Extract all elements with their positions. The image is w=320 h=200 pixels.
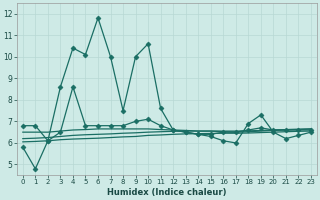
X-axis label: Humidex (Indice chaleur): Humidex (Indice chaleur) bbox=[107, 188, 227, 197]
